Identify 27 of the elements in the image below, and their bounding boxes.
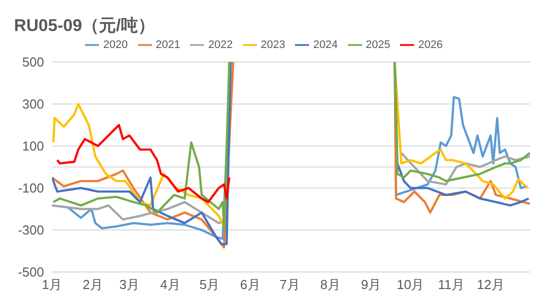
y-tick-label: -300 xyxy=(18,222,44,238)
x-tick-label: 5月 xyxy=(199,277,220,292)
legend-label: 2021 xyxy=(156,38,180,51)
x-tick-label: 12月 xyxy=(476,277,504,292)
x-tick-label: 2月 xyxy=(82,277,103,292)
x-tick-label: 10月 xyxy=(396,277,424,292)
x-tick-label: 7月 xyxy=(280,277,300,292)
legend-label: 2020 xyxy=(103,38,128,51)
x-tick-label: 4月 xyxy=(160,277,180,292)
y-tick-label: 500 xyxy=(22,54,44,70)
y-tick-label: -500 xyxy=(18,264,44,280)
legend-label: 2023 xyxy=(260,38,286,51)
x-tick-label: 9月 xyxy=(360,277,382,292)
x-tick-label: 11月 xyxy=(438,277,464,292)
legend-label: 2025 xyxy=(366,38,390,51)
legend-label: 2026 xyxy=(418,38,443,51)
x-tick-label: 8月 xyxy=(320,277,341,292)
x-tick-label: 1月 xyxy=(42,277,62,292)
legend-label: 2024 xyxy=(313,38,338,51)
x-tick-label: 3月 xyxy=(119,277,140,292)
y-tick-label: 300 xyxy=(22,96,44,112)
legend-label: 2022 xyxy=(208,38,233,51)
x-tick-label: 6月 xyxy=(240,277,260,292)
y-tick-label: 100 xyxy=(22,138,44,154)
y-tick-label: -100 xyxy=(18,180,44,196)
line-series xyxy=(56,124,230,204)
chart-title: RU05-09（元/吨） xyxy=(13,15,156,37)
